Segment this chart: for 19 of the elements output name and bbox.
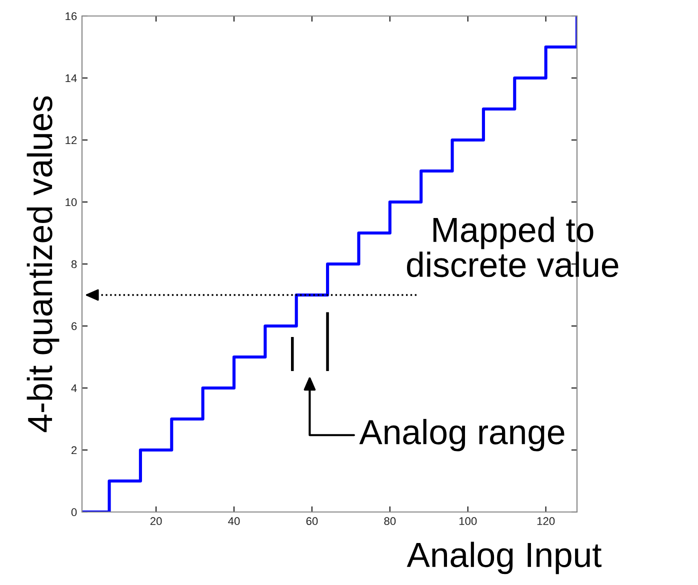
annotation: Analog range xyxy=(359,418,564,452)
y-tick-label: 0 xyxy=(71,508,77,516)
x-axis-title: Analog Input xyxy=(406,542,602,574)
y-tick-label: 6 xyxy=(72,322,77,330)
x-tick-label: 120 xyxy=(537,517,555,526)
y-tick-label: 8 xyxy=(71,260,77,268)
x-tick-label: 60 xyxy=(306,517,318,526)
ref-line-label: Mapped to discrete value xyxy=(407,216,618,278)
x-tick-label: 20 xyxy=(150,517,162,526)
x-tick-label: 100 xyxy=(459,517,477,526)
y-tick-label: 10 xyxy=(66,198,77,206)
y-axis-title: 4-bit quantized values xyxy=(26,96,60,432)
y-tick-label: 12 xyxy=(66,136,77,144)
y-tick-label: 16 xyxy=(66,12,77,20)
y-tick-label: 14 xyxy=(66,74,77,82)
y-tick-label: 2 xyxy=(72,446,77,454)
y-tick-label: 4 xyxy=(71,384,77,392)
x-tick-label: 80 xyxy=(384,517,396,526)
x-tick-label: 40 xyxy=(228,517,240,526)
